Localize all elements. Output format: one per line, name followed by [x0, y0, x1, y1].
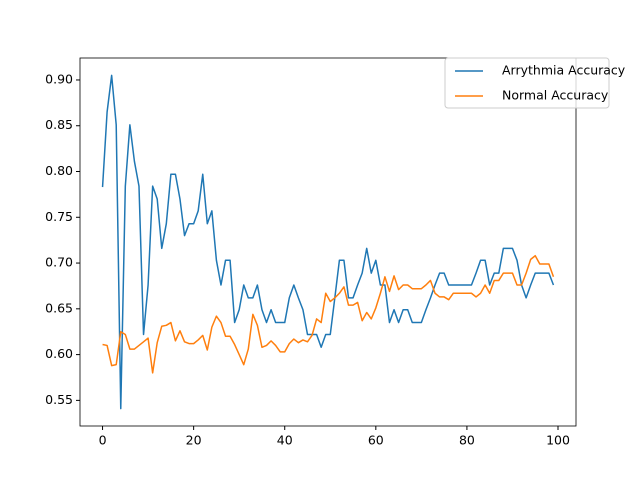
- legend-box: [444, 57, 610, 109]
- axes-frame: [79, 57, 577, 427]
- legend-label: Normal Accuracy: [502, 88, 609, 103]
- data-line: [102, 254, 555, 374]
- x-tick-label: 100: [546, 433, 570, 448]
- data-line: [101, 74, 555, 410]
- y-tick-label: 0.60: [45, 346, 73, 361]
- x-tick-label: 40: [277, 433, 293, 448]
- y-tick-label: 0.55: [45, 392, 73, 407]
- x-tick-label: 20: [186, 433, 202, 448]
- x-tick-label: 0: [99, 433, 107, 448]
- y-tick-label: 0.80: [45, 163, 73, 178]
- y-tick-label: 0.75: [45, 209, 73, 224]
- y-tick-label: 0.85: [45, 117, 73, 132]
- y-tick-label: 0.65: [45, 300, 73, 315]
- x-tick-label: 60: [368, 433, 384, 448]
- legend-label: Arrythmia Accuracy: [502, 63, 626, 78]
- y-tick-label: 0.70: [45, 255, 73, 270]
- y-tick-label: 0.90: [45, 71, 73, 86]
- x-tick-label: 80: [459, 433, 475, 448]
